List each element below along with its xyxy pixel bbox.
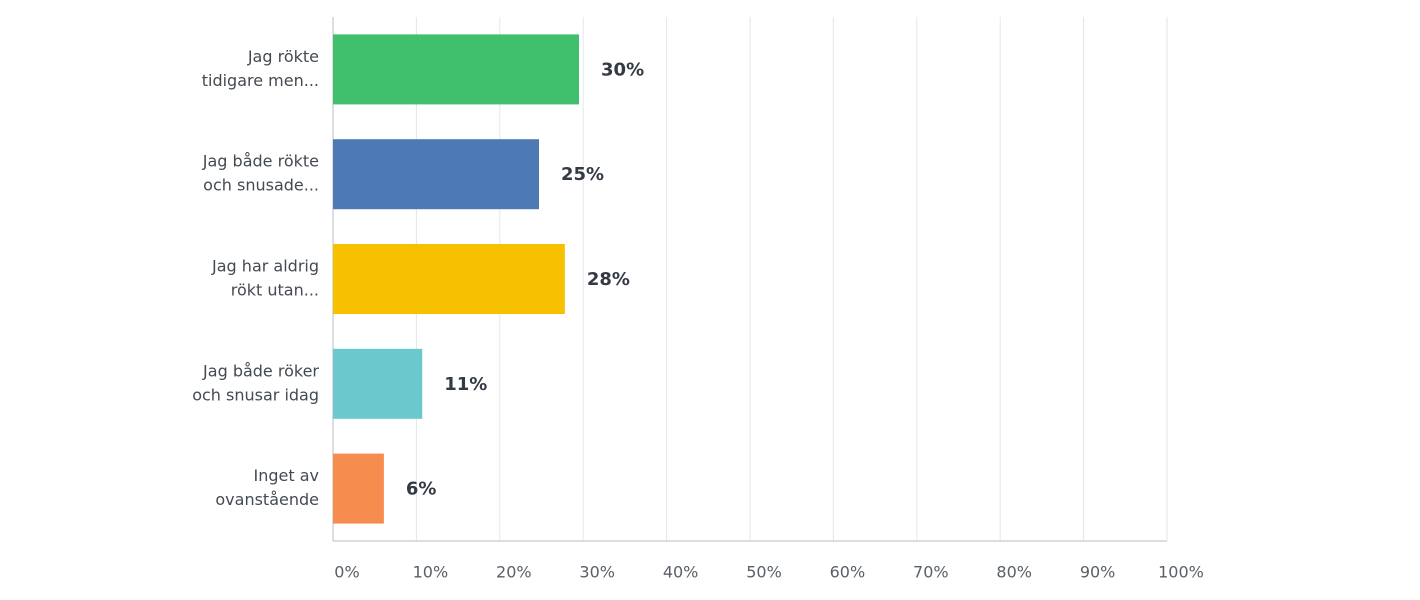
value-label: 6% — [406, 479, 437, 500]
y-tick-label: Inget av — [254, 466, 320, 485]
x-tick-label: 30% — [579, 563, 615, 582]
x-tick-label: 0% — [334, 563, 359, 582]
y-tick-label: Jag rökte — [247, 47, 319, 66]
y-tick-label: och snusade... — [203, 176, 319, 195]
bar — [333, 139, 539, 210]
x-tick-label: 40% — [663, 563, 699, 582]
value-label: 28% — [587, 269, 630, 290]
y-tick-label: Jag både röker — [202, 361, 319, 380]
value-label: 30% — [601, 59, 644, 80]
y-tick-label: rökt utan... — [231, 281, 319, 300]
value-label: 25% — [561, 164, 604, 185]
x-tick-label: 60% — [830, 563, 866, 582]
bar — [333, 348, 423, 419]
y-tick-label: Jag både rökte — [202, 152, 319, 171]
value-label: 11% — [444, 374, 487, 395]
y-tick-label: tidigare men... — [202, 71, 319, 90]
bar — [333, 34, 580, 105]
x-tick-label: 90% — [1080, 563, 1116, 582]
y-tick-label: Jag har aldrig — [211, 257, 319, 276]
x-tick-label: 100% — [1158, 563, 1204, 582]
x-tick-label: 50% — [746, 563, 782, 582]
bar — [333, 244, 565, 314]
bar — [333, 453, 384, 524]
y-tick-label: och snusar idag — [192, 385, 319, 404]
x-tick-label: 20% — [496, 563, 532, 582]
x-tick-label: 10% — [413, 563, 449, 582]
y-tick-label: ovanstående — [215, 490, 319, 509]
x-tick-label: 70% — [913, 563, 949, 582]
x-tick-label: 80% — [996, 563, 1032, 582]
